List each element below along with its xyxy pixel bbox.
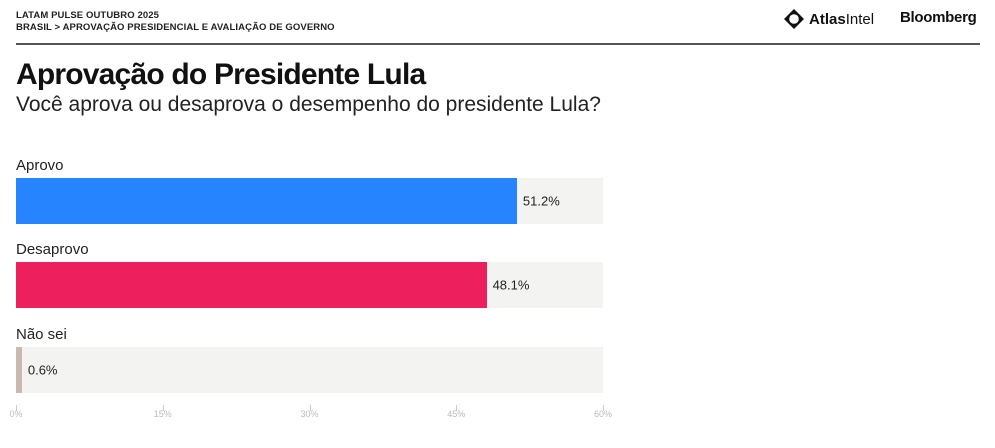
bar (16, 347, 22, 393)
axis-tick-label: 30% (300, 409, 319, 419)
axis-tick-label: 60% (593, 409, 613, 419)
axis-tick (162, 405, 164, 411)
bloomberg-logo: Bloomberg (900, 9, 977, 26)
axis-tick (309, 405, 311, 411)
atlasintel-logo: AtlasIntel (784, 9, 874, 29)
bar-track: 51.2% (16, 178, 603, 224)
value-label: 51.2% (522, 193, 560, 209)
value-label: 0.6% (27, 362, 58, 378)
diamond-ring-icon (784, 9, 804, 29)
chart-subtitle: Você aprova ou desaprova o desempenho do… (16, 93, 601, 116)
bar-track: 48.1% (16, 262, 603, 308)
category-label: Aprovo (16, 157, 64, 174)
bar (16, 178, 517, 224)
chart-title: Aprovação do Presidente Lula (16, 58, 426, 91)
bar-track: 0.6% (16, 347, 603, 393)
category-label: Desaprovo (16, 241, 89, 258)
logo-atlas-light: Intel (845, 10, 875, 28)
axis-tick-label: 45% (447, 409, 466, 419)
kicker-survey: LATAM PULSE OUTUBRO 2025 (16, 10, 159, 21)
header-divider (16, 43, 980, 45)
value-label: 48.1% (492, 277, 530, 293)
axis-tick-label: 15% (153, 409, 172, 419)
category-label: Não sei (16, 326, 67, 343)
bar (16, 262, 487, 308)
axis-tick (603, 405, 604, 411)
logo-atlas-bold: Atlas (809, 10, 846, 28)
axis-tick-label: 0% (9, 409, 23, 419)
axis-tick (456, 405, 458, 411)
axis-tick (16, 405, 17, 411)
kicker-breadcrumb: BRASIL > APROVAÇÃO PRESIDENCIAL E AVALIA… (16, 22, 335, 33)
